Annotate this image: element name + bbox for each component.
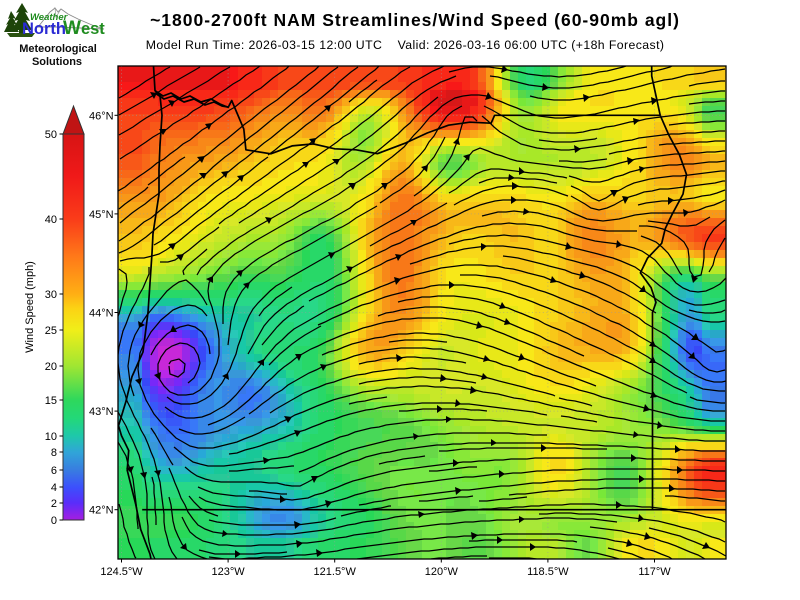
svg-text:0: 0 <box>51 515 57 527</box>
svg-text:44°N: 44°N <box>89 308 114 320</box>
svg-text:40: 40 <box>45 214 57 226</box>
svg-text:Model Run Time: 2026-03-15 12:: Model Run Time: 2026-03-15 12:00 UTC <box>146 38 383 52</box>
svg-text:121.5°W: 121.5°W <box>314 566 357 578</box>
svg-text:4: 4 <box>51 482 57 494</box>
svg-text:2: 2 <box>51 498 57 510</box>
svg-text:45°N: 45°N <box>89 209 114 221</box>
svg-text:123°W: 123°W <box>212 566 246 578</box>
svg-text:10: 10 <box>45 431 57 443</box>
svg-text:Wind Speed (mph): Wind Speed (mph) <box>24 261 36 353</box>
svg-text:117°W: 117°W <box>638 566 671 578</box>
svg-text:8: 8 <box>51 447 57 459</box>
svg-text:6: 6 <box>51 465 57 477</box>
svg-text:West: West <box>63 18 105 39</box>
svg-text:Meteorological: Meteorological <box>19 43 97 55</box>
svg-text:30: 30 <box>45 289 57 301</box>
svg-text:118.5°W: 118.5°W <box>527 566 569 578</box>
svg-text:42°N: 42°N <box>89 505 114 517</box>
svg-text:20: 20 <box>45 361 57 373</box>
svg-text:Valid: 2026-03-16 06:00 UTC (: Valid: 2026-03-16 06:00 UTC (+18h Foreca… <box>398 38 665 52</box>
svg-text:46°N: 46°N <box>89 110 114 122</box>
svg-text:124.5°W: 124.5°W <box>100 566 143 578</box>
svg-text:North: North <box>22 20 66 38</box>
svg-text:50: 50 <box>45 129 57 141</box>
svg-text:Solutions: Solutions <box>32 56 82 68</box>
svg-text:25: 25 <box>45 325 57 337</box>
svg-text:15: 15 <box>45 395 57 407</box>
svg-text:43°N: 43°N <box>89 406 114 418</box>
svg-text:~1800-2700ft NAM Streamlines/W: ~1800-2700ft NAM Streamlines/Wind Speed … <box>150 10 680 30</box>
svg-text:Weather: Weather <box>30 12 69 23</box>
svg-text:120°W: 120°W <box>425 566 459 578</box>
